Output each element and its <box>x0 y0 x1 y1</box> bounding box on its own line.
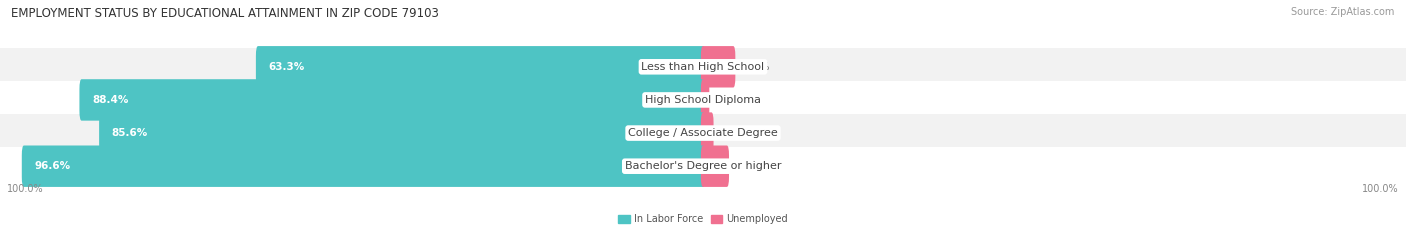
Text: College / Associate Degree: College / Associate Degree <box>628 128 778 138</box>
Text: 88.4%: 88.4% <box>91 95 128 105</box>
Text: 100.0%: 100.0% <box>7 184 44 194</box>
FancyBboxPatch shape <box>256 46 706 88</box>
Text: 4.3%: 4.3% <box>744 62 770 72</box>
Text: 100.0%: 100.0% <box>1362 184 1399 194</box>
Text: 1.2%: 1.2% <box>723 128 748 138</box>
Text: Source: ZipAtlas.com: Source: ZipAtlas.com <box>1291 7 1395 17</box>
Text: Bachelor's Degree or higher: Bachelor's Degree or higher <box>624 161 782 171</box>
FancyBboxPatch shape <box>700 112 713 154</box>
FancyBboxPatch shape <box>700 46 735 88</box>
Text: 3.4%: 3.4% <box>738 161 763 171</box>
FancyBboxPatch shape <box>700 79 710 121</box>
FancyBboxPatch shape <box>22 145 704 187</box>
Text: 96.6%: 96.6% <box>35 161 70 171</box>
Legend: In Labor Force, Unemployed: In Labor Force, Unemployed <box>614 210 792 228</box>
Text: 85.6%: 85.6% <box>112 128 148 138</box>
Text: High School Diploma: High School Diploma <box>645 95 761 105</box>
Text: 0.6%: 0.6% <box>718 95 744 105</box>
FancyBboxPatch shape <box>79 79 704 121</box>
Bar <box>0 114 1406 152</box>
Text: EMPLOYMENT STATUS BY EDUCATIONAL ATTAINMENT IN ZIP CODE 79103: EMPLOYMENT STATUS BY EDUCATIONAL ATTAINM… <box>11 7 439 20</box>
Bar <box>0 81 1406 119</box>
Text: Less than High School: Less than High School <box>641 62 765 72</box>
Bar <box>0 48 1406 86</box>
FancyBboxPatch shape <box>100 112 704 154</box>
Text: 63.3%: 63.3% <box>269 62 305 72</box>
Bar <box>0 147 1406 185</box>
FancyBboxPatch shape <box>700 145 728 187</box>
